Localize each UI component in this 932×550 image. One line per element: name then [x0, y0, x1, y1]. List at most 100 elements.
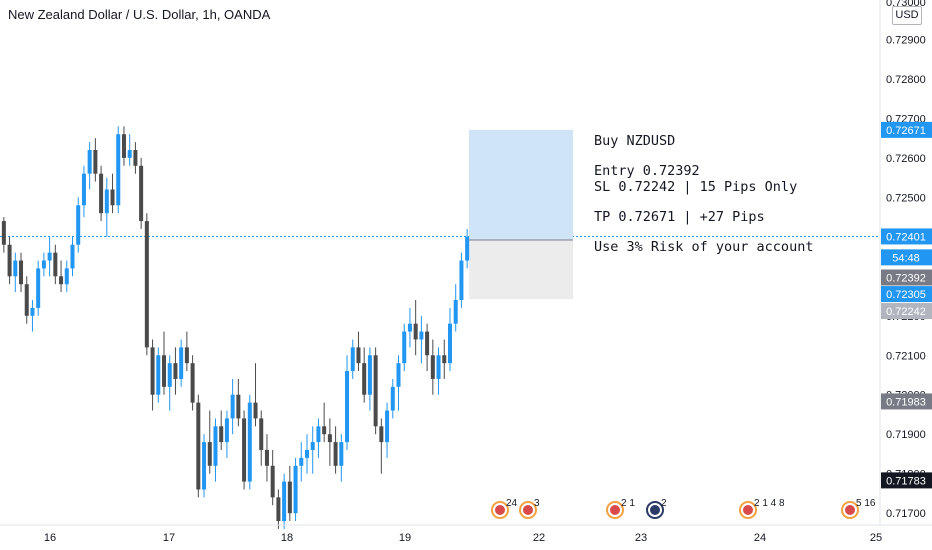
candle-body	[219, 426, 224, 443]
candle-body	[179, 347, 184, 379]
candle-body	[93, 150, 98, 174]
candle-body	[41, 260, 46, 269]
candle-body	[465, 236, 470, 261]
candle-body	[47, 252, 52, 261]
currency-badge[interactable]: USD	[892, 6, 922, 25]
economic-events[interactable]: 24 3 2 1 2 2 1 4 8 5 16	[491, 498, 876, 519]
candle-body	[19, 260, 24, 285]
price-tag	[881, 286, 932, 303]
price-tick-partial: 0.73000	[886, 0, 926, 9]
candle-body	[413, 323, 418, 340]
flag-icon	[845, 505, 855, 515]
flag-icon	[523, 505, 533, 515]
position-loss-zone[interactable]	[469, 240, 573, 300]
price-tag	[881, 303, 932, 320]
candle-body	[402, 331, 407, 364]
candle-body	[367, 355, 372, 395]
trade-note[interactable]: Buy NZDUSD Entry 0.72392 SL 0.72242 | 15…	[594, 133, 813, 255]
candle-body	[293, 465, 298, 514]
price-tick-label: 0.71700	[886, 508, 926, 520]
candle-body	[459, 260, 464, 300]
candle-body	[436, 355, 441, 379]
candle-body	[390, 386, 395, 411]
candle-body	[87, 150, 92, 174]
candle-body	[333, 442, 338, 466]
candle-body	[316, 426, 321, 443]
price-tag-label: 0.71783	[886, 475, 926, 487]
candle-body	[396, 363, 401, 387]
flag-icon	[495, 505, 505, 515]
candle-body	[196, 402, 201, 490]
price-tag-label: 0.72305	[886, 289, 926, 301]
trade-note-tp: TP 0.72671 | +27 Pips	[594, 209, 765, 225]
candle-body	[213, 426, 218, 466]
price-tick-label: 0.72600	[886, 153, 926, 165]
price-tag	[881, 393, 932, 410]
candle-body	[133, 150, 138, 166]
candle-body	[121, 134, 126, 158]
candle-body	[304, 450, 309, 458]
candle-body	[110, 189, 115, 206]
candle-body	[230, 394, 235, 419]
candle-body	[13, 260, 18, 277]
candle-body	[167, 363, 172, 387]
candle-body	[156, 355, 161, 395]
candle-body	[407, 323, 412, 332]
candle-body	[116, 134, 121, 206]
event-count: 5 16	[856, 498, 876, 509]
candle-body	[322, 426, 327, 435]
candle-body	[242, 418, 247, 482]
price-tags: 0.72671 0.72401 54:48 0.72392 0.72305 0.72242…	[881, 121, 932, 489]
time-axis-label: 24	[754, 532, 766, 544]
candles-group	[1, 126, 470, 529]
candle-body	[24, 284, 29, 316]
price-tag	[881, 121, 932, 138]
price-tag	[881, 269, 932, 286]
candle-body	[139, 165, 144, 222]
candle-body	[362, 363, 367, 395]
price-tag-label: 0.71983	[886, 396, 926, 408]
price-tag	[881, 249, 932, 266]
candle-body	[264, 450, 269, 466]
event-count: 24	[506, 498, 518, 509]
candle-body	[425, 331, 430, 356]
candle-body	[253, 402, 258, 419]
candle-body	[270, 465, 275, 498]
candle-body	[173, 363, 178, 379]
candle-body	[53, 252, 58, 277]
time-axis-label: 22	[533, 532, 545, 544]
candle-body	[247, 402, 252, 482]
candle-body	[144, 221, 149, 348]
candle-body	[345, 371, 350, 443]
candle-body	[310, 442, 315, 450]
trade-note-sl: SL 0.72242 | 15 Pips Only	[594, 179, 798, 195]
flag-icon	[610, 505, 620, 515]
candle-body	[356, 347, 361, 364]
candle-body	[190, 363, 195, 403]
candle-body	[282, 481, 287, 522]
candle-body	[64, 268, 69, 285]
candle-body	[276, 497, 281, 522]
position-profit-zone[interactable]	[469, 129, 573, 240]
price-tick-label: 0.72900	[886, 34, 926, 46]
candle-body	[59, 276, 64, 285]
candle-body	[447, 323, 452, 364]
event-count: 2 1	[621, 498, 635, 509]
candle-body	[7, 244, 12, 277]
candle-body	[70, 244, 75, 269]
candle-body	[453, 300, 458, 324]
candle-body	[259, 418, 264, 450]
candle-body	[162, 355, 167, 387]
candle-body	[76, 205, 81, 245]
price-tick-label: 0.71900	[886, 429, 926, 441]
candle-body	[350, 347, 355, 372]
time-axis[interactable]: 16 17 18 19 22 23 24 25	[44, 532, 882, 544]
candle-body	[1, 221, 6, 245]
time-axis-label: 19	[399, 532, 411, 544]
price-tag-label: 0.72392	[886, 273, 926, 285]
candle-body	[379, 426, 384, 443]
price-tick-label: 0.72800	[886, 74, 926, 86]
price-tag	[881, 228, 932, 245]
price-tag-label: 0.72671	[886, 125, 926, 137]
